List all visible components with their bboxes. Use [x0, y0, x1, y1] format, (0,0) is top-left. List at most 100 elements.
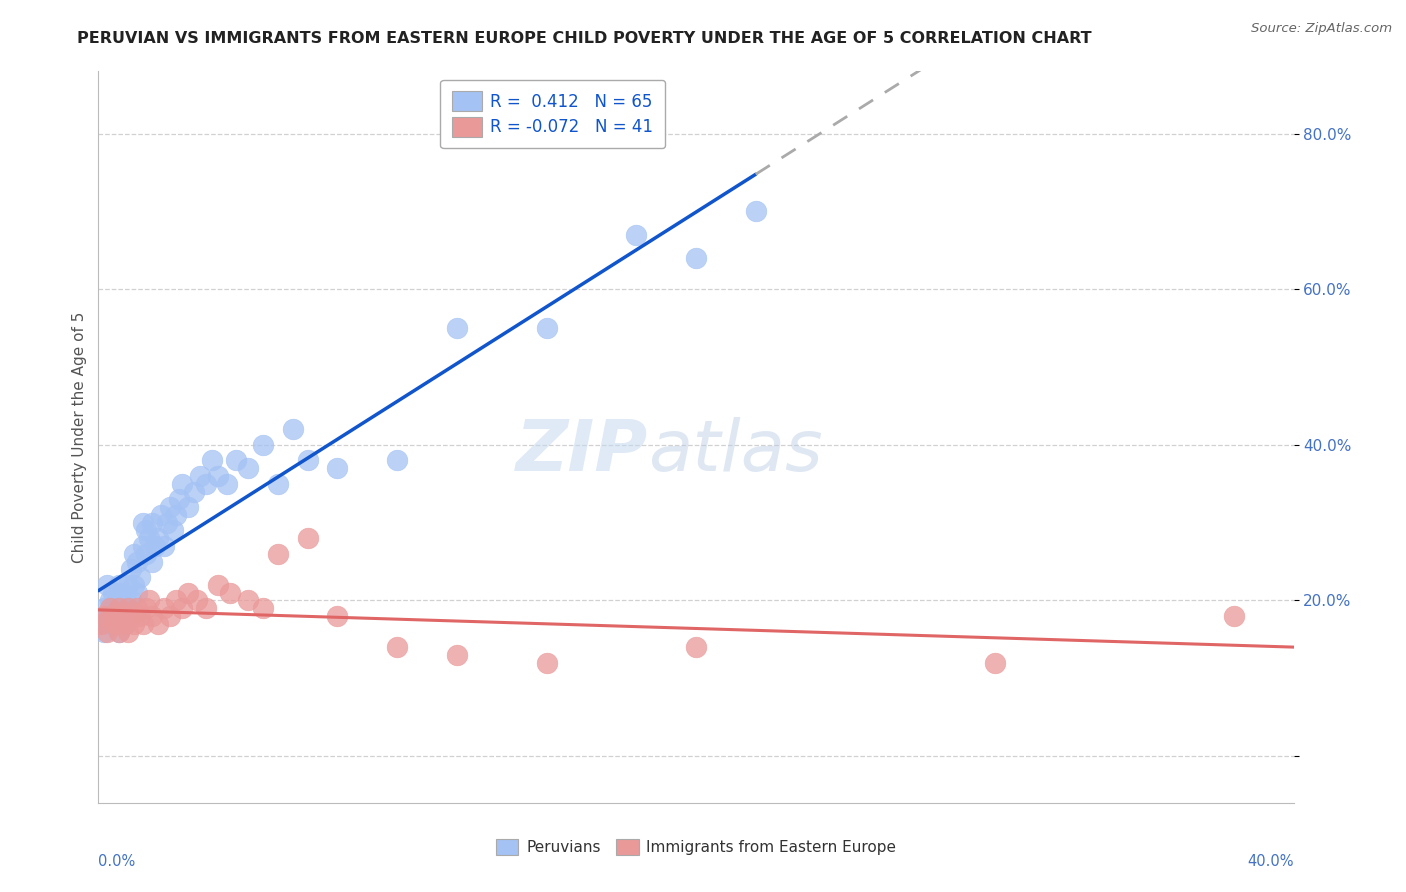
Point	[156, 516, 179, 530]
Point	[685, 640, 707, 655]
Point	[207, 578, 229, 592]
Point	[153, 539, 176, 553]
Point	[267, 547, 290, 561]
Point	[685, 251, 707, 265]
Point	[207, 469, 229, 483]
Point	[90, 616, 112, 631]
Point	[297, 453, 319, 467]
Point	[117, 601, 139, 615]
Point	[103, 585, 125, 599]
Point	[129, 609, 152, 624]
Point	[96, 609, 118, 624]
Point	[446, 321, 468, 335]
Point	[96, 578, 118, 592]
Point	[120, 609, 142, 624]
Text: 0.0%: 0.0%	[98, 854, 135, 869]
Point	[117, 578, 139, 592]
Point	[138, 593, 160, 607]
Point	[108, 601, 131, 615]
Point	[127, 555, 149, 569]
Point	[165, 593, 187, 607]
Point	[297, 531, 319, 545]
Point	[159, 500, 181, 515]
Point	[98, 616, 122, 631]
Y-axis label: Child Poverty Under the Age of 5: Child Poverty Under the Age of 5	[72, 311, 87, 563]
Point	[201, 453, 224, 467]
Point	[98, 601, 122, 615]
Point	[626, 227, 648, 242]
Point	[141, 609, 163, 624]
Point	[124, 547, 146, 561]
Point	[117, 601, 139, 615]
Point	[385, 453, 409, 467]
Point	[252, 438, 274, 452]
Point	[195, 601, 218, 615]
Point	[132, 516, 155, 530]
Point	[120, 593, 142, 607]
Point	[385, 640, 409, 655]
Point	[114, 616, 136, 631]
Point	[236, 593, 259, 607]
Point	[127, 601, 149, 615]
Point	[1223, 609, 1246, 624]
Point	[111, 585, 134, 599]
Point	[252, 601, 274, 615]
Point	[745, 204, 768, 219]
Point	[135, 547, 157, 561]
Point	[98, 593, 122, 607]
Text: ZIP: ZIP	[516, 417, 648, 486]
Point	[103, 609, 125, 624]
Point	[117, 624, 139, 639]
Point	[186, 593, 208, 607]
Point	[143, 539, 166, 553]
Point	[132, 616, 155, 631]
Point	[111, 609, 134, 624]
Point	[90, 616, 112, 631]
Point	[167, 492, 190, 507]
Point	[135, 601, 157, 615]
Point	[159, 609, 181, 624]
Point	[96, 624, 118, 639]
Point	[108, 624, 131, 639]
Text: 40.0%: 40.0%	[1247, 854, 1294, 869]
Point	[129, 570, 152, 584]
Point	[148, 531, 170, 545]
Point	[536, 321, 558, 335]
Point	[183, 484, 205, 499]
Point	[165, 508, 187, 522]
Point	[114, 593, 136, 607]
Point	[536, 656, 558, 670]
Point	[132, 539, 155, 553]
Point	[105, 616, 128, 631]
Point	[111, 609, 134, 624]
Point	[105, 609, 128, 624]
Point	[172, 601, 194, 615]
Point	[326, 609, 349, 624]
Point	[103, 601, 125, 615]
Text: atlas: atlas	[648, 417, 823, 486]
Point	[148, 616, 170, 631]
Point	[153, 601, 176, 615]
Text: Source: ZipAtlas.com: Source: ZipAtlas.com	[1251, 22, 1392, 36]
Point	[105, 616, 128, 631]
Point	[267, 476, 290, 491]
Point	[150, 508, 173, 522]
Point	[124, 578, 146, 592]
Point	[124, 616, 146, 631]
Point	[172, 476, 194, 491]
Point	[93, 609, 115, 624]
Point	[446, 648, 468, 662]
Point	[177, 585, 200, 599]
Point	[984, 656, 1007, 670]
Point	[93, 624, 115, 639]
Point	[281, 422, 304, 436]
Point	[114, 616, 136, 631]
Point	[93, 601, 115, 615]
Point	[127, 585, 149, 599]
Point	[195, 476, 218, 491]
Legend: R =  0.412   N = 65, R = -0.072   N = 41: R = 0.412 N = 65, R = -0.072 N = 41	[440, 79, 665, 148]
Point	[219, 585, 242, 599]
Point	[141, 516, 163, 530]
Point	[188, 469, 211, 483]
Point	[108, 624, 131, 639]
